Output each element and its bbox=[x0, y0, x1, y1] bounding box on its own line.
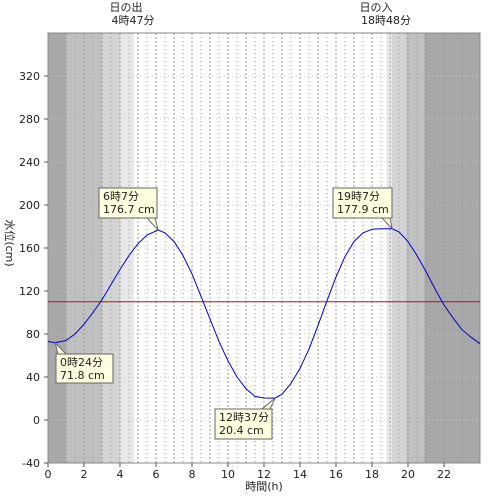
y-axis-label: 水位(cm) bbox=[3, 219, 17, 266]
x-tick-label: 20 bbox=[401, 468, 415, 481]
callout-level: 176.7 cm bbox=[103, 203, 155, 216]
callout-box bbox=[98, 187, 158, 219]
y-tick-label: 80 bbox=[26, 328, 40, 341]
y-tick-label: 240 bbox=[19, 156, 40, 169]
sunrise-label: 日の出 bbox=[110, 0, 143, 14]
y-tick-label: 200 bbox=[19, 199, 40, 212]
callout-time: 12時37分 bbox=[219, 411, 269, 424]
daylight-band-7 bbox=[406, 33, 425, 463]
x-axis-ticks: 0 2 4 6 8 10 12 14 16 18 20 22 bbox=[45, 463, 451, 481]
x-tick-label: 12 bbox=[257, 468, 271, 481]
y-tick-label: 320 bbox=[19, 70, 40, 83]
x-axis-label: 時間(h) bbox=[245, 480, 283, 493]
callout-box bbox=[332, 187, 393, 219]
x-tick-label: 8 bbox=[189, 468, 196, 481]
y-tick-label: 160 bbox=[19, 242, 40, 255]
y-tick-label: 0 bbox=[33, 414, 40, 427]
x-tick-label: 18 bbox=[365, 468, 379, 481]
x-tick-label: 10 bbox=[221, 468, 235, 481]
x-tick-label: 14 bbox=[293, 468, 307, 481]
y-tick-label: 40 bbox=[26, 371, 40, 384]
daylight-band-6 bbox=[391, 33, 407, 463]
x-tick-label: 4 bbox=[117, 468, 124, 481]
series-group bbox=[47, 228, 481, 399]
callout-box bbox=[55, 353, 114, 384]
callout-box bbox=[214, 408, 273, 440]
callout-time: 19時7分 bbox=[337, 190, 380, 203]
tide-level-line bbox=[47, 228, 481, 399]
y-tick-label: -40 bbox=[22, 457, 40, 470]
callout-time: 0時24分 bbox=[60, 356, 103, 369]
sunset-label: 日の入 bbox=[360, 1, 393, 14]
x-tick-label: 16 bbox=[329, 468, 343, 481]
x-tick-label: 6 bbox=[153, 468, 160, 481]
y-tick-label: 120 bbox=[19, 285, 40, 298]
y-axis-ticks: -40 0 40 80 120 160 200 240 280 320 bbox=[19, 70, 48, 470]
sunrise-time: 4時47分 bbox=[112, 14, 155, 27]
callout-level: 20.4 cm bbox=[219, 424, 264, 437]
daylight-band-5 bbox=[386, 33, 392, 463]
x-tick-label: 0 bbox=[45, 468, 52, 481]
x-tick-label: 2 bbox=[81, 468, 88, 481]
callout-time: 6時7分 bbox=[103, 190, 139, 203]
callout-level: 71.8 cm bbox=[60, 369, 105, 382]
sunset-time: 18時48分 bbox=[361, 14, 411, 27]
daylight-band-3 bbox=[120, 33, 135, 463]
callout-level: 177.9 cm bbox=[337, 203, 389, 216]
x-tick-label: 22 bbox=[437, 468, 451, 481]
y-tick-label: 280 bbox=[19, 113, 40, 126]
